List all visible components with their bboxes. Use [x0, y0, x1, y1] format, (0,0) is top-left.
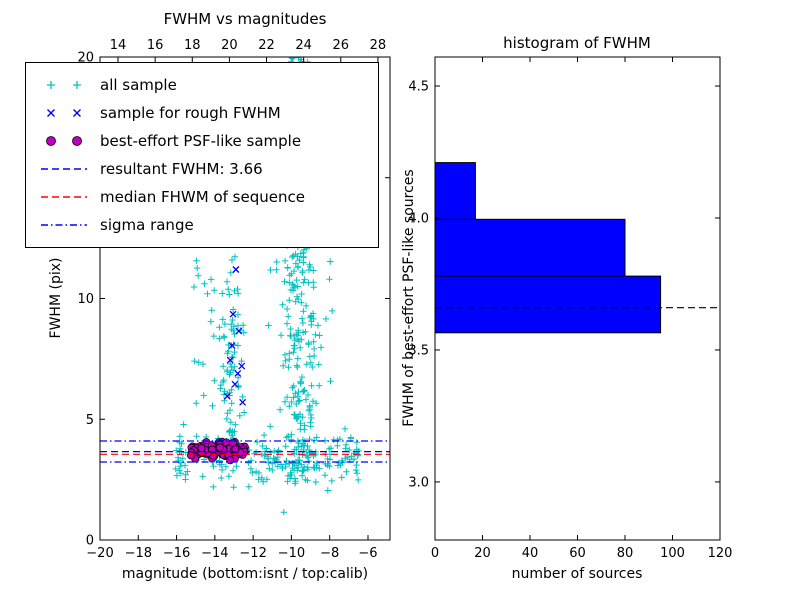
- tick-label: −18: [125, 546, 152, 561]
- legend-label: all sample: [100, 76, 177, 94]
- tick-label: 20: [77, 51, 94, 66]
- tick-label: 0: [86, 534, 94, 549]
- tick-label: 22: [258, 38, 275, 53]
- tick-label: 60: [569, 546, 586, 561]
- legend-label: resultant FWHM: 3.66: [100, 160, 263, 178]
- tick-label: 80: [617, 546, 634, 561]
- right-yaxis-label: FWHM of best-effort PSF-like sources: [401, 169, 417, 426]
- left-xaxis-label: magnitude (bottom:isnt / top:calib): [122, 566, 368, 582]
- tick-label: −6: [358, 546, 377, 561]
- tick-label: 120: [708, 546, 733, 561]
- legend-item: best-effort PSF-like sample: [38, 127, 366, 155]
- legend-item: all sample: [38, 71, 366, 99]
- tick-label: 14: [110, 38, 127, 53]
- left-chart-title: FWHM vs magnitudes: [164, 10, 327, 28]
- tick-label: −12: [239, 546, 266, 561]
- right-chart-title: histogram of FWHM: [503, 34, 651, 52]
- tick-label: 18: [184, 38, 201, 53]
- plus-icon: [47, 81, 81, 89]
- legend-label: best-effort PSF-like sample: [100, 132, 302, 150]
- histogram-bar: [434, 275, 662, 334]
- tick-label: 40: [522, 546, 539, 561]
- right-xaxis-label: number of sources: [512, 566, 643, 582]
- tick-label: −14: [201, 546, 228, 561]
- tick-label: 20: [474, 546, 491, 561]
- x-icon: [47, 109, 81, 117]
- tick-label: 24: [295, 38, 312, 53]
- tick-label: 4.5: [408, 80, 429, 95]
- tick-label: 3.5: [408, 343, 429, 358]
- dashed-line-icon: [41, 168, 87, 170]
- tick-label: −10: [278, 546, 305, 561]
- tick-label: 5: [86, 413, 94, 428]
- tick-label: 100: [660, 546, 685, 561]
- histogram-bar: [434, 162, 476, 220]
- legend-item: sigma range: [38, 211, 366, 239]
- tick-label: 4.0: [408, 212, 429, 227]
- tick-label: 10: [77, 292, 94, 307]
- legend-label: sample for rough FWHM: [100, 104, 281, 122]
- legend: all sample sample for rough FWHM best-effo…: [25, 62, 379, 248]
- scatter-layer: [100, 57, 390, 516]
- tick-label: 26: [333, 38, 350, 53]
- render-root: −20 −18 −16 −14 −12 −10 −8 −6 14 16 18 20 22 24 26 28 0 5…: [77, 38, 732, 561]
- legend-item: resultant FWHM: 3.66: [38, 155, 366, 183]
- legend-item: median FHWM of sequence: [38, 183, 366, 211]
- circle-icon: [46, 136, 82, 146]
- tick-label: 0: [431, 546, 439, 561]
- legend-label: sigma range: [100, 216, 194, 234]
- tick-label: 3.0: [408, 475, 429, 490]
- tick-label: 16: [147, 38, 164, 53]
- tick-label: −16: [163, 546, 190, 561]
- dashdot-line-icon: [41, 224, 87, 226]
- dashed-line-icon: [41, 196, 87, 198]
- tick-label: −8: [320, 546, 339, 561]
- scatter-series-x: [223, 266, 247, 406]
- histogram-bar: [434, 218, 626, 277]
- tick-label: −20: [86, 546, 113, 561]
- left-yaxis-label: FWHM (pix): [48, 258, 64, 339]
- tick-label: 20: [221, 38, 238, 53]
- legend-label: median FHWM of sequence: [100, 188, 305, 206]
- legend-item: sample for rough FWHM: [38, 99, 366, 127]
- tick-label: 28: [370, 38, 387, 53]
